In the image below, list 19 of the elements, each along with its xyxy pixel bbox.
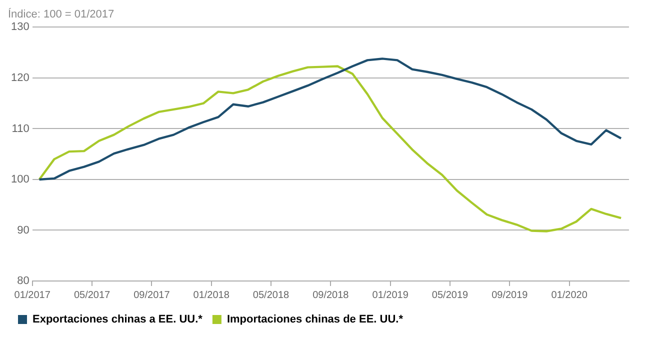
y-tick-label: 110	[12, 122, 30, 135]
y-tick-label: 120	[10, 72, 30, 84]
y-tick-label: 80	[17, 275, 30, 288]
x-tick-label: 01/2018	[193, 290, 230, 301]
x-tick-label: 01/2019	[372, 290, 409, 301]
legend-label: Exportaciones chinas a EE. UU.*	[32, 314, 204, 326]
x-tick-label: 01/2020	[551, 290, 588, 301]
y-tick-label: 90	[17, 224, 30, 236]
x-tick-label: 05/2019	[432, 290, 469, 301]
x-tick-label: 05/2017	[74, 290, 111, 301]
y-axis-title: Índice: 100 = 01/2017	[8, 8, 114, 21]
x-tick-label: 05/2018	[252, 290, 290, 301]
x-tick-label: 09/2019	[492, 290, 528, 301]
y-tick-label: 130	[10, 21, 30, 34]
x-tick-label: 09/2017	[134, 290, 170, 301]
x-tick-label: 09/2018	[312, 290, 350, 301]
y-tick-label: 100	[10, 174, 30, 186]
legend-label: Importaciones chinas de EE. UU.*	[226, 314, 404, 326]
x-tick-label: 01/2017	[14, 290, 51, 301]
